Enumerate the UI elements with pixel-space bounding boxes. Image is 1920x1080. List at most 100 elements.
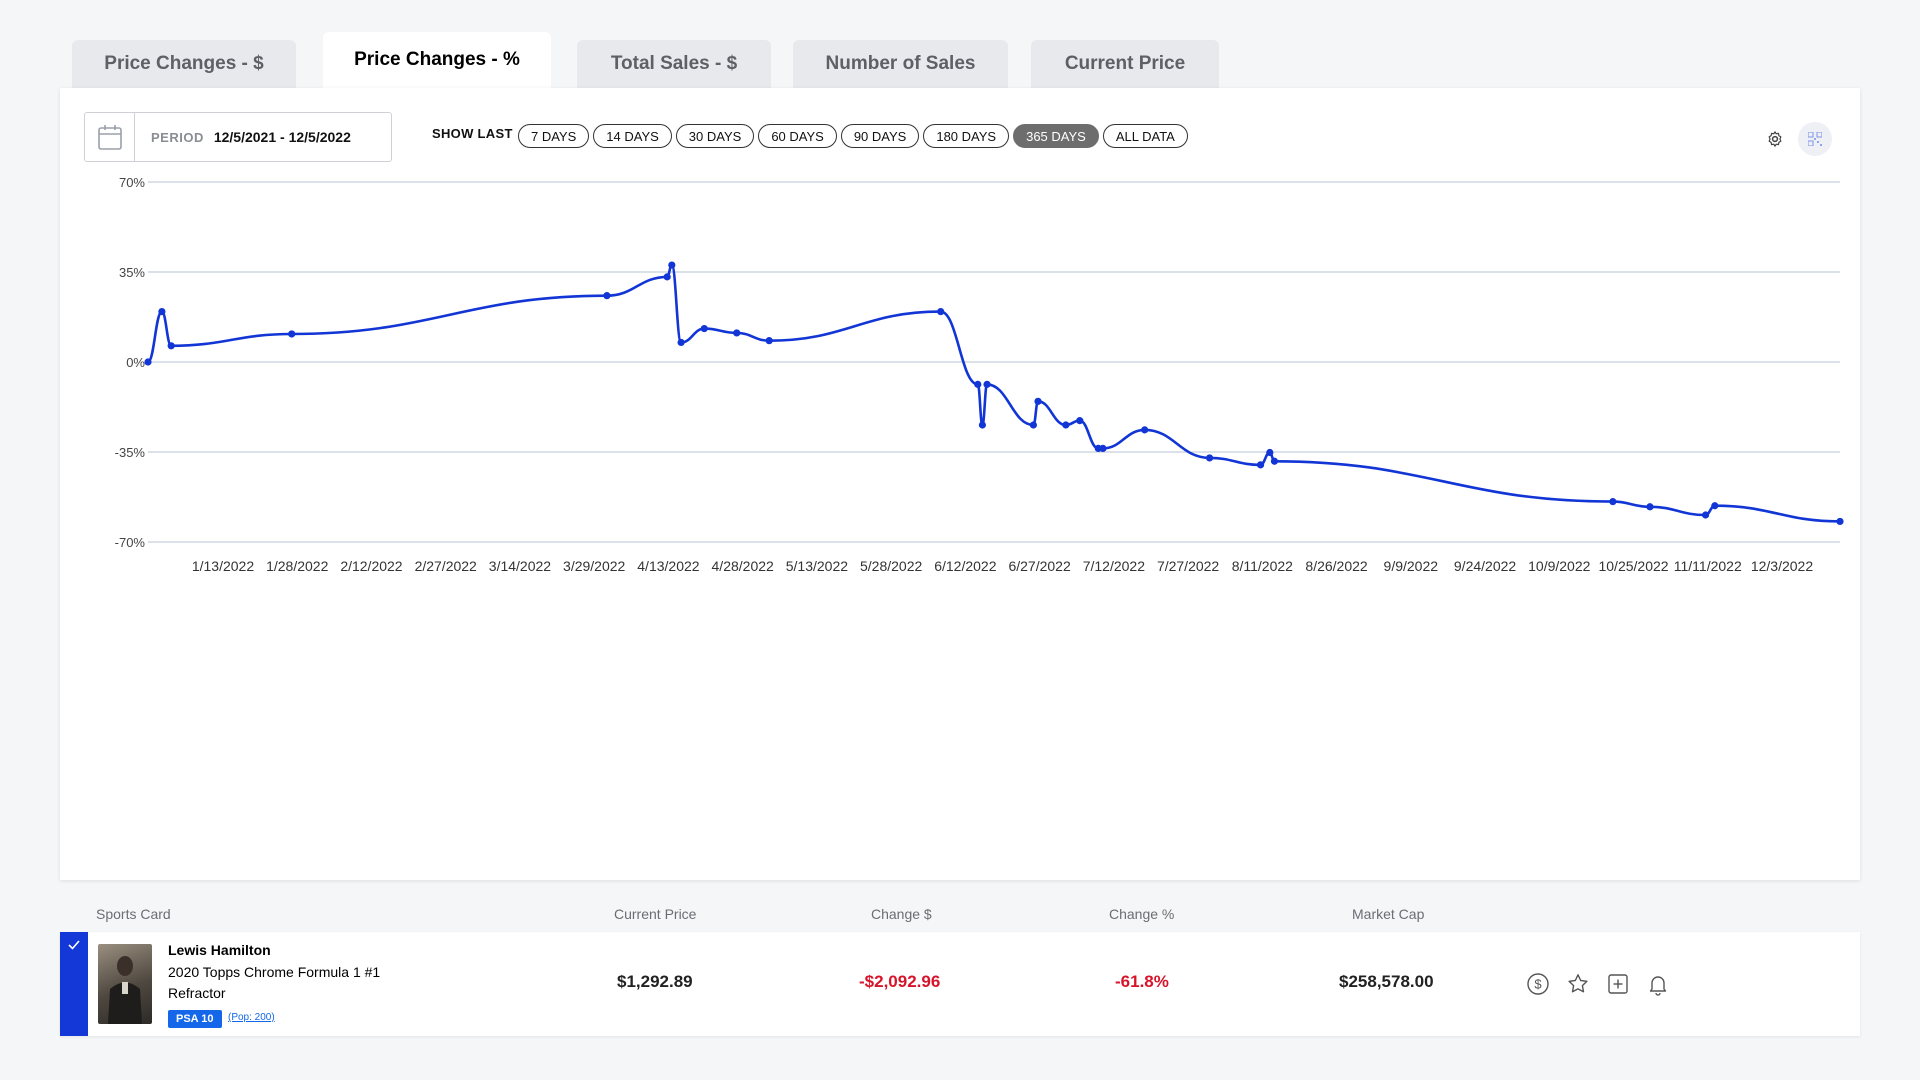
tab-price-changes-usd[interactable]: Price Changes - $ [72,40,296,88]
header-change-pct: Change % [1109,906,1175,922]
card-player-name[interactable]: Lewis Hamilton [168,942,271,958]
x-tick-label: 5/28/2022 [860,558,922,574]
range-365-days[interactable]: 365 DAYS [1013,124,1099,148]
y-tick-label: 0% [126,355,145,370]
tab-total-sales[interactable]: Total Sales - $ [577,40,771,88]
x-tick-label: 12/3/2022 [1751,558,1813,574]
data-point[interactable] [1609,498,1617,506]
data-point[interactable] [1646,503,1654,511]
qr-code-button[interactable] [1798,122,1832,156]
y-tick-label: 70% [119,175,145,190]
data-point[interactable] [1205,454,1214,462]
data-point[interactable] [733,329,741,337]
header-current-price: Current Price [614,906,697,922]
x-tick-label: 1/13/2022 [192,558,254,574]
data-point[interactable] [1701,511,1710,519]
price-change-line-chart: 70% 35% 0% -35% -70% 1/13/2022 1/28/2022 2/12/… [115,175,1844,574]
card-thumbnail[interactable] [98,944,152,1024]
data-point[interactable] [1099,444,1107,452]
x-tick-label: 4/13/2022 [637,558,699,574]
current-price-value: $1,292.89 [617,972,693,991]
grade-badge: PSA 10 [168,1010,222,1028]
range-30-days[interactable]: 30 DAYS [675,124,755,148]
data-point[interactable] [765,337,773,345]
data-point[interactable] [1076,417,1084,425]
range-180-days[interactable]: 180 DAYS [923,124,1010,148]
data-point[interactable] [974,380,982,388]
table-row[interactable]: Lewis Hamilton 2020 Topps Chrome Formula… [60,932,1860,1036]
tab-price-changes-pct[interactable]: Price Changes - % [323,32,551,88]
x-tick-label: 6/27/2022 [1008,558,1070,574]
data-point[interactable] [167,342,175,350]
y-tick-label: 35% [119,265,145,280]
x-tick-label: 10/25/2022 [1598,558,1668,574]
header-market-cap: Market Cap [1352,906,1425,922]
x-tick-label: 3/29/2022 [563,558,625,574]
x-tick-label: 7/27/2022 [1157,558,1219,574]
data-point[interactable] [1062,421,1070,429]
range-60-days[interactable]: 60 DAYS [758,124,837,148]
x-tick-label: 11/11/2022 [1674,558,1742,574]
tab-current-price[interactable]: Current Price [1031,40,1219,88]
tab-number-of-sales[interactable]: Number of Sales [793,40,1008,88]
data-point[interactable] [937,308,945,316]
chart-panel: PERIOD 12/5/2021 - 12/5/2022 SHOW LAST 7… [60,88,1860,880]
data-point[interactable] [1270,457,1279,465]
header-sports-card: Sports Card [96,906,171,922]
data-point[interactable] [668,261,676,269]
x-tick-label: 1/28/2022 [266,558,328,574]
period-picker[interactable]: PERIOD 12/5/2021 - 12/5/2022 [84,112,392,162]
data-point[interactable] [1141,426,1149,434]
x-tick-label: 2/27/2022 [415,558,477,574]
data-point[interactable] [677,338,685,347]
data-point[interactable] [144,358,152,366]
data-point[interactable] [1256,461,1265,469]
x-tick-label: 5/13/2022 [786,558,848,574]
data-point[interactable] [700,324,708,333]
data-point[interactable] [1836,517,1844,526]
header-change-usd: Change $ [871,906,932,922]
data-point[interactable] [1266,448,1274,457]
data-point[interactable] [1711,502,1719,510]
data-point[interactable] [1029,421,1038,429]
market-cap-value: $258,578.00 [1339,972,1434,991]
data-point[interactable] [983,380,991,388]
dollar-circle-icon[interactable]: $ [1526,972,1550,996]
data-point[interactable] [663,273,671,281]
range-14-days[interactable]: 14 DAYS [593,124,672,148]
qr-code-icon [1808,132,1822,146]
range-chips: 7 DAYS 14 DAYS 30 DAYS 60 DAYS 90 DAYS 1… [518,124,1188,148]
change-usd-value: -$2,092.96 [859,972,941,991]
population-link[interactable]: (Pop: 200) [228,1012,275,1023]
svg-text:$: $ [1534,977,1542,992]
data-point[interactable] [603,292,611,300]
calendar-icon[interactable] [85,113,135,161]
bell-icon[interactable] [1646,972,1670,996]
star-icon[interactable] [1566,972,1590,996]
plus-square-icon[interactable] [1606,972,1630,996]
data-point[interactable] [158,308,166,316]
y-tick-label: -70% [115,535,146,550]
x-tick-label: 8/11/2022 [1232,558,1293,574]
x-tick-label: 7/12/2022 [1083,558,1145,574]
x-tick-label: 6/12/2022 [934,558,996,574]
x-tick-label: 4/28/2022 [712,558,774,574]
range-7-days[interactable]: 7 DAYS [518,124,590,148]
series-line [146,263,1841,523]
x-tick-label: 2/12/2022 [340,558,402,574]
card-variant: Refractor [168,985,226,1001]
data-point[interactable] [978,421,987,429]
range-all-data[interactable]: ALL DATA [1102,124,1188,148]
y-tick-label: -35% [115,445,146,460]
card-set: 2020 Topps Chrome Formula 1 #1 [168,964,381,980]
x-tick-label: 3/14/2022 [489,558,551,574]
period-label: PERIOD [151,129,204,145]
x-tick-label: 9/9/2022 [1384,558,1439,574]
gear-icon[interactable] [1766,130,1784,148]
range-90-days[interactable]: 90 DAYS [840,124,920,148]
x-tick-label: 10/9/2022 [1528,558,1590,574]
data-point[interactable] [288,330,296,338]
row-select-toggle[interactable] [60,932,88,1036]
data-point[interactable] [1034,397,1042,405]
check-icon [68,940,80,950]
